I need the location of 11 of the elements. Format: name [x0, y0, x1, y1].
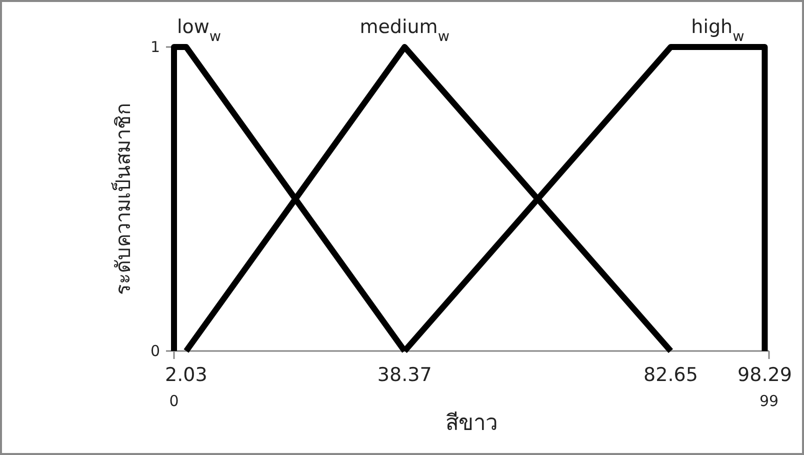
series-label: medium$_{w}$	[360, 16, 450, 45]
y-tick-label: 1	[150, 38, 160, 56]
series-label: high$_{w}$	[691, 16, 745, 45]
annotation: 98.29	[738, 364, 792, 386]
annotation: 82.65	[644, 364, 698, 386]
annotation: 38.37	[377, 364, 432, 386]
x-tick-label: 99	[759, 392, 779, 410]
x-axis-title: สีขาว	[446, 411, 498, 436]
y-axis-title: ระดับความเป็นสมาชิก	[110, 103, 135, 295]
annotation: 2.03	[165, 364, 208, 386]
series-label: low$_{w}$	[176, 16, 222, 45]
